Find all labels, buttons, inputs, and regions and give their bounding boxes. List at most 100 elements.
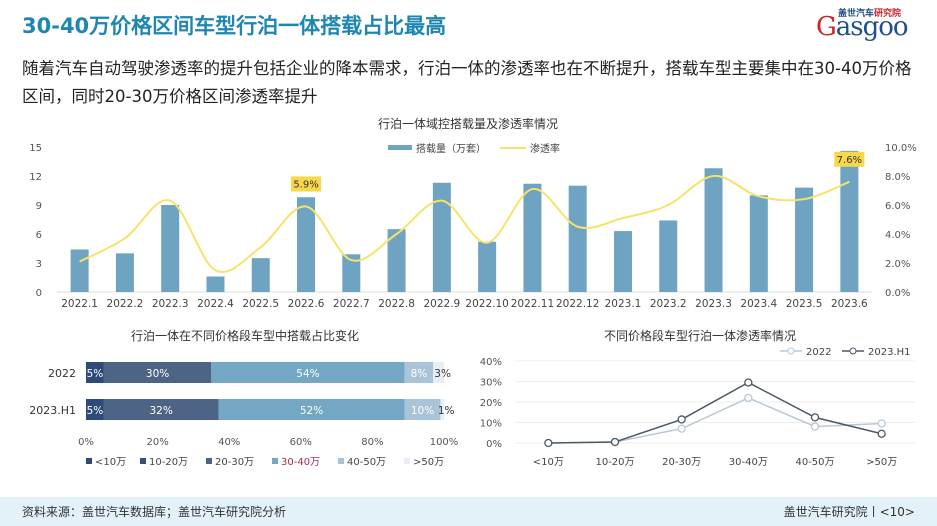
segment-label: 1% (438, 405, 455, 417)
left-tick: 3 (36, 259, 42, 270)
page-title: 30-40万价格区间车型行泊一体搭载占比最高 (22, 14, 447, 38)
legend-label: 40-50万 (347, 457, 386, 468)
bar-2023.3 (704, 168, 723, 292)
legend-label: 10-20万 (149, 457, 188, 468)
bar-2023.1 (613, 231, 632, 292)
data-label: 5.9% (293, 179, 318, 190)
point-2023.H1-30-40万 (744, 378, 753, 387)
y-tick: 30% (480, 378, 502, 389)
y-label: 2023.H1 (29, 404, 76, 417)
legend-swatch (206, 458, 212, 464)
y-tick: 0% (486, 439, 502, 450)
chart-title: 行泊一体域控搭载量及渗透率情况 (378, 116, 558, 131)
bar-2023.5 (795, 187, 814, 292)
bar-segment->50万 (433, 362, 444, 383)
legend-swatch (140, 458, 146, 464)
x-tick: 100% (430, 437, 459, 448)
logo-en: Gasgoo (816, 12, 909, 42)
legend-bar-label: 搭载量（万套） (416, 142, 486, 155)
bar-segment-40-50万 (404, 399, 441, 420)
bar-2023.2 (659, 220, 678, 292)
segment-label: 54% (296, 368, 319, 380)
bar-segment-20-30万 (103, 362, 212, 383)
x-tick: 2023.1 (605, 298, 642, 310)
legend-swatch (338, 458, 344, 464)
data-label-box (291, 176, 322, 192)
legend-label: <10万 (95, 457, 126, 468)
left-tick: 6 (36, 230, 42, 241)
x-tick: 2023.4 (740, 298, 777, 310)
bar-2022.7 (342, 254, 361, 292)
x-tick: 0% (78, 437, 94, 448)
x-tick: 2022.12 (556, 298, 599, 310)
x-tick: 2022.8 (378, 298, 415, 310)
bar-2022.11 (523, 183, 542, 292)
x-tick: 2022.3 (152, 298, 189, 310)
x-tick: 2022.1 (61, 298, 98, 310)
segment-label: 32% (150, 405, 173, 417)
bar-2022.6 (297, 197, 316, 292)
legend-label: 2023.H1 (868, 347, 911, 358)
x-tick: 2023.2 (650, 298, 687, 310)
right-tick: 4.0% (885, 230, 910, 241)
bar-2022.12 (568, 185, 587, 292)
chart-title: 不同价格段车型行泊一体渗透率情况 (604, 328, 796, 343)
x-tick: 40% (218, 437, 240, 448)
legend-label: 20-30万 (215, 457, 254, 468)
x-tick: 30-40万 (729, 457, 768, 468)
x-tick: 2022.2 (107, 298, 144, 310)
segment-label: 10% (411, 405, 434, 417)
left-tick: 0 (36, 288, 42, 299)
right-tick: 6.0% (885, 201, 910, 212)
bar-2022.3 (161, 205, 180, 292)
x-tick: 2022.7 (333, 298, 370, 310)
bar-2022.5 (251, 258, 270, 292)
x-tick: 80% (361, 437, 383, 448)
series-line-2022 (548, 397, 882, 444)
x-tick: 2022.10 (465, 298, 508, 310)
right-tick: 8.0% (885, 172, 910, 183)
bar-2023.6 (840, 150, 859, 292)
legend-label: >50万 (413, 457, 444, 468)
x-tick: 2022.6 (288, 298, 325, 310)
point-2023.H1-40-50万 (810, 413, 820, 422)
legend-marker (849, 347, 857, 355)
legend-swatch (272, 458, 278, 464)
x-tick: 2023.3 (695, 298, 732, 310)
x-tick: 2022.9 (423, 298, 460, 310)
y-tick: 10% (480, 419, 502, 430)
subtitle: 随着汽车自动驾驶渗透率的提升包括企业的降本需求，行泊一体的渗透率也在不断提升，搭… (22, 59, 912, 106)
x-tick: 2023.6 (831, 298, 868, 310)
right-tick: 10.0% (885, 143, 917, 154)
series-line-2023.H1 (548, 381, 882, 444)
bar-segment->50万 (440, 399, 444, 420)
point-2023.H1-10-20万 (610, 437, 620, 447)
bar-2022.9 (432, 182, 451, 292)
main-combo-chart: 行泊一体域控搭载量及渗透率情况 0 3 6 9 12 15 0.0% 2.0% 4.0% 6.0% 8… (29, 116, 917, 310)
segment-label: 3% (434, 368, 451, 380)
x-tick: >50万 (866, 457, 897, 468)
segment-label: 30% (146, 368, 169, 380)
bar-2022.2 (115, 253, 134, 292)
bar-segment-30-40万 (211, 362, 405, 383)
x-tick: <10万 (533, 457, 564, 468)
price-penetration-chart: 不同价格段车型行泊一体渗透率情况 0% 10% 20% 30% 40% <10万 10-20万… (480, 328, 915, 468)
point-2023.H1-20-30万 (677, 415, 686, 424)
x-tick: 2022.4 (197, 298, 234, 310)
bar-segment-20-30万 (103, 399, 219, 420)
legend-swatch (404, 458, 410, 464)
logo-cn: 盖世汽车研究院 (838, 9, 902, 19)
bar-segment-40-50万 (404, 362, 434, 383)
price-share-chart: 行泊一体在不同价格段车型中搭载占比变化 2022 5% 30% 54% 8% 3% 2023.… (29, 328, 459, 468)
source-note: 资料来源：盖世汽车数据库；盖世汽车研究院分析 (22, 505, 287, 519)
gasgoo-logo: 盖世汽车研究院 Gasgoo (810, 6, 928, 46)
x-tick: 60% (290, 437, 312, 448)
point-2023.H1-<10万 (544, 438, 553, 448)
point-2022-40-50万 (810, 422, 820, 431)
left-tick: 15 (29, 143, 42, 154)
x-tick: 20% (146, 437, 168, 448)
segment-label: 5% (87, 405, 104, 417)
segment-label: 8% (411, 368, 428, 380)
bar-segment-<10万 (86, 362, 104, 383)
bar-2022.1 (70, 249, 89, 292)
